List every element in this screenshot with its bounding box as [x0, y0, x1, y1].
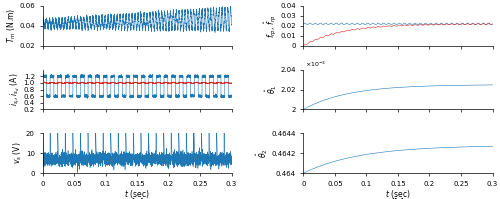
Text: (a): (a) [130, 198, 144, 199]
Y-axis label: $v_s$ (V): $v_s$ (V) [12, 142, 24, 165]
Y-axis label: $f_{rp},\, \hat{f}_{rp}$: $f_{rp},\, \hat{f}_{rp}$ [262, 14, 278, 38]
Y-axis label: $\hat{\theta}_2$: $\hat{\theta}_2$ [254, 148, 270, 158]
Y-axis label: $T_m$ (N.m): $T_m$ (N.m) [5, 8, 18, 43]
Text: (b): (b) [390, 198, 406, 199]
X-axis label: $t$ (sec): $t$ (sec) [385, 188, 411, 199]
Text: $\times10^{-3}$: $\times10^{-3}$ [306, 60, 326, 69]
Y-axis label: $i_{s_r}, i_{s_d}$ (A): $i_{s_r}, i_{s_d}$ (A) [8, 73, 22, 106]
Y-axis label: $\hat{\theta}_1$: $\hat{\theta}_1$ [263, 85, 279, 94]
X-axis label: $t$ (sec): $t$ (sec) [124, 188, 150, 199]
